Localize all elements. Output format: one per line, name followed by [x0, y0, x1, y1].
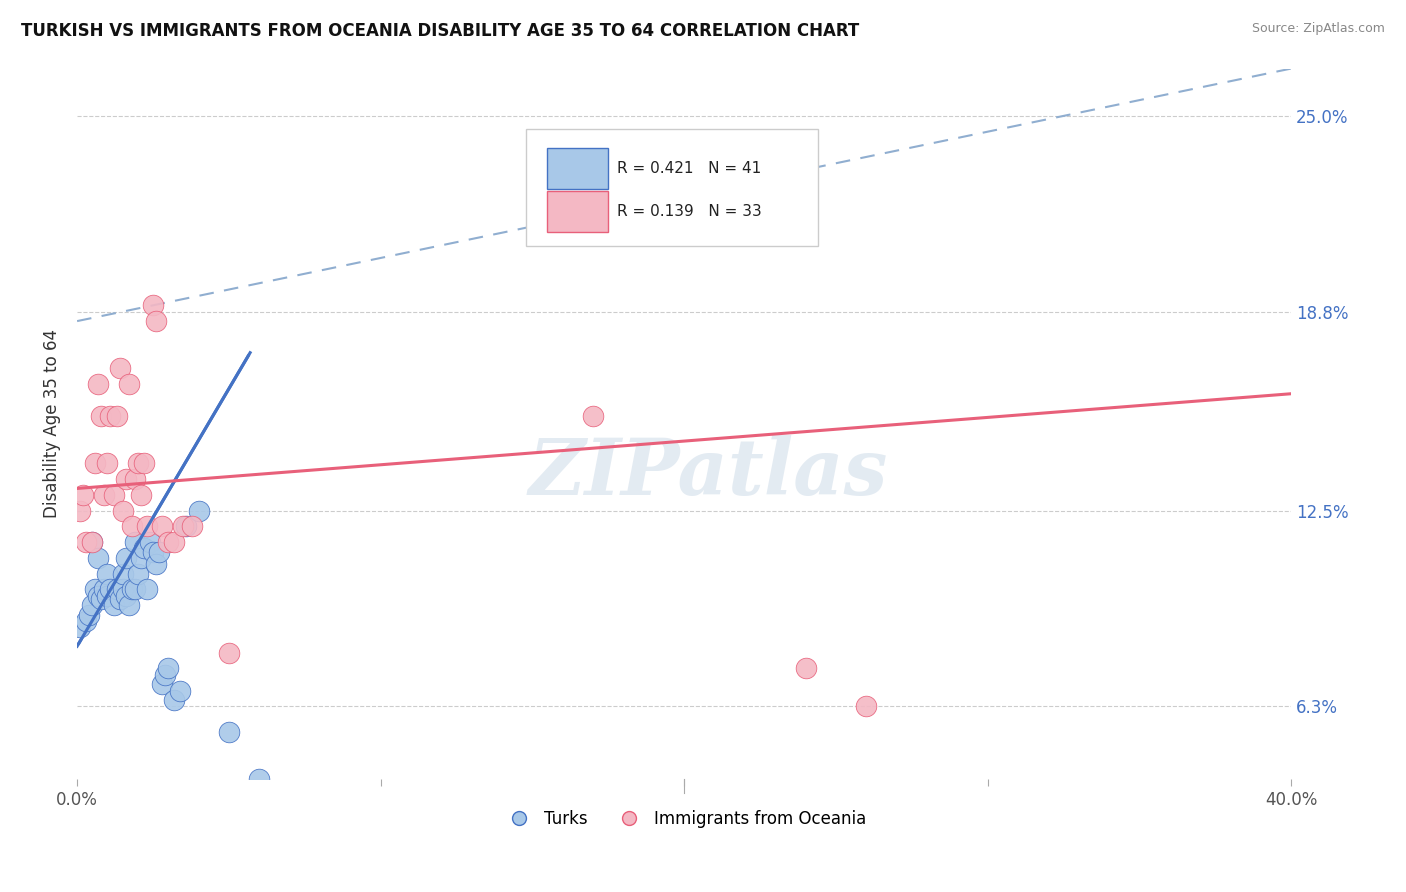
Point	[142, 298, 165, 312]
Point	[218, 724, 240, 739]
Point	[90, 591, 112, 606]
Point	[142, 544, 165, 558]
Point	[247, 772, 270, 786]
Point	[150, 519, 173, 533]
Point	[127, 456, 149, 470]
Point	[111, 503, 134, 517]
Point	[96, 456, 118, 470]
Point	[124, 472, 146, 486]
Point	[100, 409, 122, 423]
Point	[87, 550, 110, 565]
Point	[103, 488, 125, 502]
Point	[169, 683, 191, 698]
Point	[69, 503, 91, 517]
Point	[582, 409, 605, 423]
Point	[218, 646, 240, 660]
Text: ZIPatlas: ZIPatlas	[529, 435, 889, 512]
Point	[153, 667, 176, 681]
Text: R = 0.139   N = 33: R = 0.139 N = 33	[617, 203, 762, 219]
Point	[111, 582, 134, 597]
Point	[93, 488, 115, 502]
Point	[118, 377, 141, 392]
Point	[129, 488, 152, 502]
Point	[77, 607, 100, 622]
Text: R = 0.421   N = 41: R = 0.421 N = 41	[617, 161, 762, 177]
Point	[129, 550, 152, 565]
Point	[82, 599, 104, 613]
Point	[150, 677, 173, 691]
Point	[84, 456, 107, 470]
Point	[181, 519, 204, 533]
Point	[132, 456, 155, 470]
Point	[72, 488, 94, 502]
Point	[172, 519, 194, 533]
Point	[105, 409, 128, 423]
Point	[148, 544, 170, 558]
Point	[135, 519, 157, 533]
Point	[794, 661, 817, 675]
Point	[82, 535, 104, 549]
Point	[108, 591, 131, 606]
FancyBboxPatch shape	[547, 191, 607, 232]
Text: Source: ZipAtlas.com: Source: ZipAtlas.com	[1251, 22, 1385, 36]
Point	[157, 661, 180, 675]
Point	[93, 582, 115, 597]
Point	[87, 589, 110, 603]
Point	[121, 519, 143, 533]
Point	[121, 582, 143, 597]
Point	[132, 541, 155, 556]
Point	[87, 377, 110, 392]
Point	[114, 472, 136, 486]
Point	[145, 558, 167, 572]
Point	[69, 620, 91, 634]
Point	[75, 614, 97, 628]
Point	[103, 599, 125, 613]
Point	[96, 566, 118, 581]
Point	[163, 693, 186, 707]
Point	[105, 582, 128, 597]
FancyBboxPatch shape	[526, 129, 818, 246]
Legend: Turks, Immigrants from Oceania: Turks, Immigrants from Oceania	[495, 803, 873, 835]
Point	[855, 699, 877, 714]
Y-axis label: Disability Age 35 to 64: Disability Age 35 to 64	[44, 329, 60, 518]
Text: TURKISH VS IMMIGRANTS FROM OCEANIA DISABILITY AGE 35 TO 64 CORRELATION CHART: TURKISH VS IMMIGRANTS FROM OCEANIA DISAB…	[21, 22, 859, 40]
Point	[100, 582, 122, 597]
Point	[139, 535, 162, 549]
Point	[124, 535, 146, 549]
Point	[145, 314, 167, 328]
Point	[114, 589, 136, 603]
Point	[118, 599, 141, 613]
Point	[90, 409, 112, 423]
Point	[75, 535, 97, 549]
Point	[127, 566, 149, 581]
Point	[108, 361, 131, 376]
Point	[176, 519, 198, 533]
Point	[163, 535, 186, 549]
Point	[187, 503, 209, 517]
FancyBboxPatch shape	[547, 148, 607, 189]
Point	[114, 550, 136, 565]
Point	[157, 535, 180, 549]
Point	[111, 566, 134, 581]
Point	[135, 582, 157, 597]
Point	[96, 589, 118, 603]
Point	[124, 582, 146, 597]
Point	[82, 535, 104, 549]
Point	[84, 582, 107, 597]
